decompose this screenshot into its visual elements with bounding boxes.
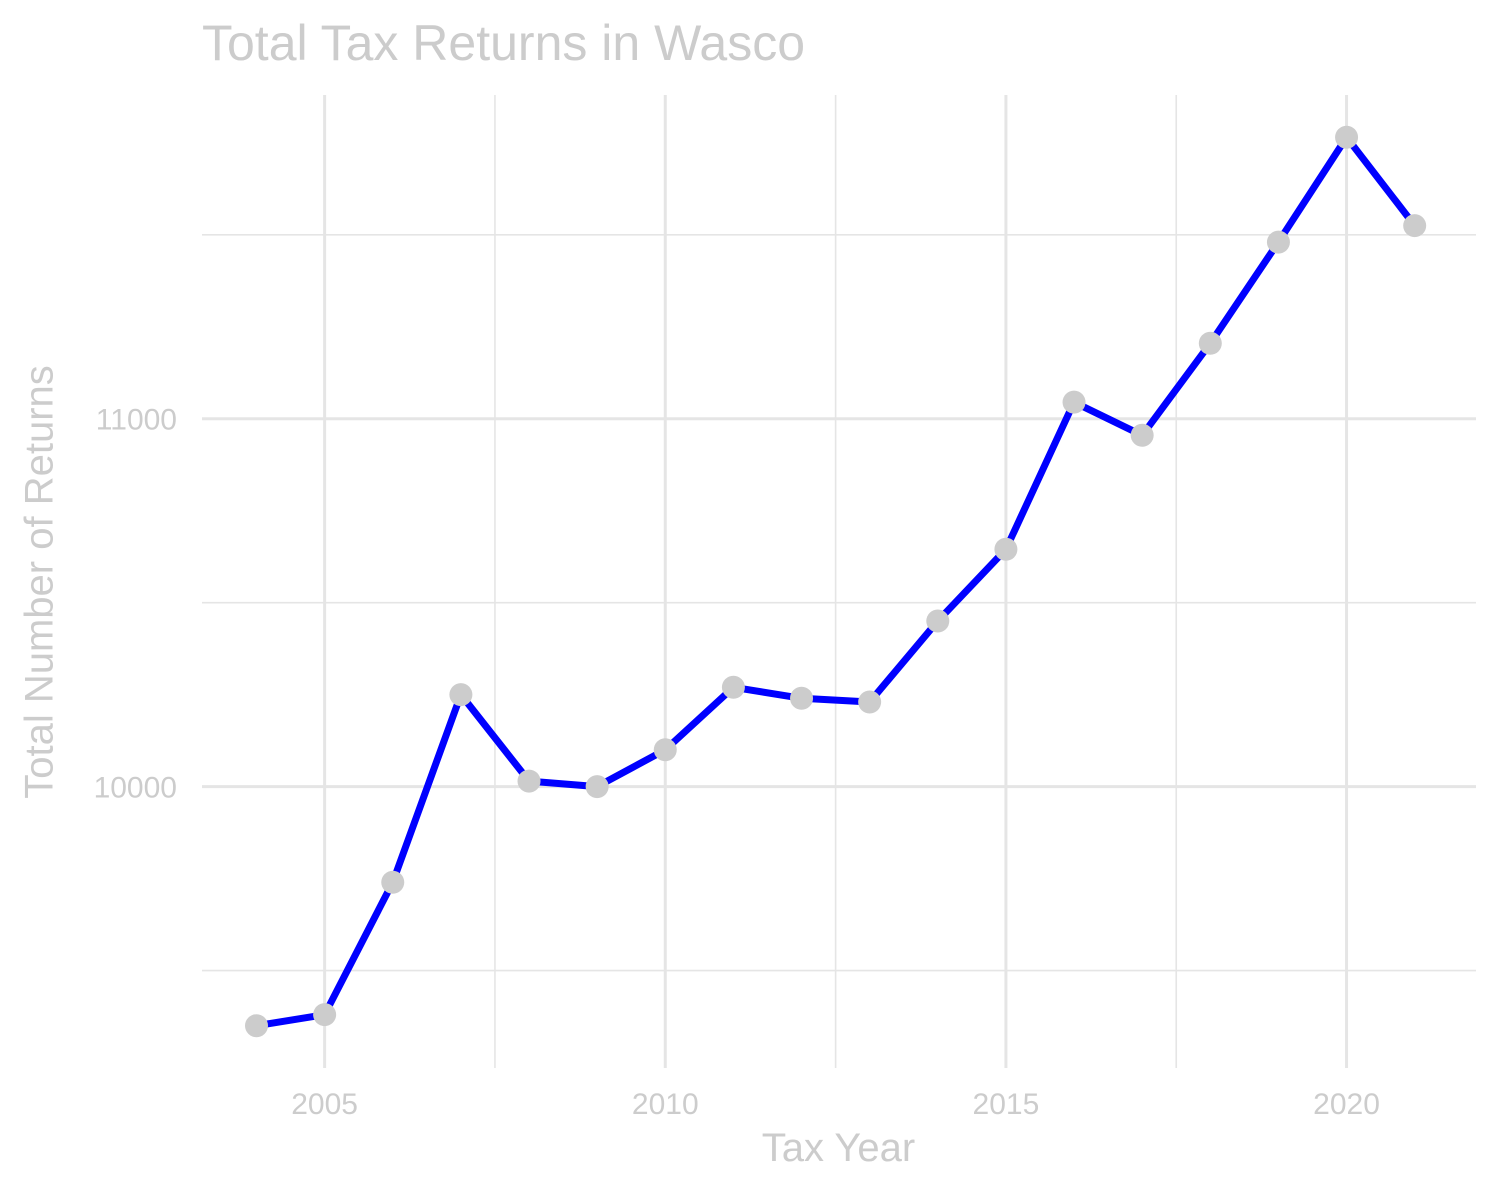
x-tick-label: 2020 bbox=[1313, 1088, 1380, 1121]
gridlines bbox=[202, 95, 1476, 1068]
x-tick-label: 2010 bbox=[632, 1088, 699, 1121]
data-point bbox=[1130, 423, 1154, 447]
data-point bbox=[721, 675, 745, 699]
data-point bbox=[1266, 230, 1290, 254]
y-axis-title: Total Number of Returns bbox=[17, 365, 62, 799]
data-point bbox=[1198, 331, 1222, 355]
data-points bbox=[245, 125, 1427, 1038]
chart-title: Total Tax Returns in Wasco bbox=[202, 15, 806, 71]
data-point bbox=[449, 683, 473, 707]
y-tick-label: 10000 bbox=[94, 772, 177, 805]
data-point bbox=[517, 769, 541, 793]
data-point bbox=[994, 537, 1018, 561]
data-point bbox=[1062, 390, 1086, 414]
data-point bbox=[245, 1014, 269, 1038]
y-tick-label: 11000 bbox=[96, 404, 177, 437]
data-point bbox=[1403, 214, 1427, 238]
data-point bbox=[926, 609, 950, 633]
tick-labels: 2005 2010 2015 2020 10000 11000 bbox=[94, 404, 1380, 1121]
data-point bbox=[1335, 125, 1359, 149]
series-line bbox=[253, 133, 1419, 1030]
data-point bbox=[381, 870, 405, 894]
data-point bbox=[585, 775, 609, 799]
data-point bbox=[790, 686, 814, 710]
x-axis-title: Tax Year bbox=[761, 1126, 916, 1170]
x-tick-label: 2005 bbox=[291, 1088, 358, 1121]
data-point bbox=[313, 1003, 337, 1027]
data-point bbox=[858, 690, 882, 714]
data-point bbox=[653, 738, 677, 762]
x-tick-label: 2015 bbox=[973, 1088, 1040, 1121]
series-line-group bbox=[253, 133, 1419, 1030]
